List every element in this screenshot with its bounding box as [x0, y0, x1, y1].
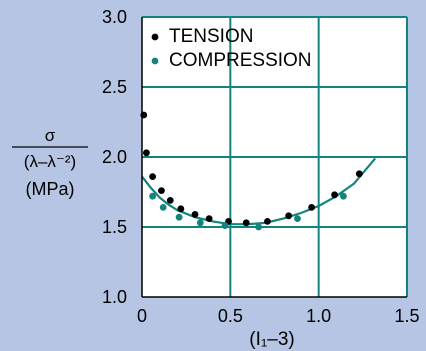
- x-tick-label: 1.5: [394, 306, 419, 326]
- x-axis-label: (I₁–3): [249, 329, 294, 350]
- y-tick-label: 2.0: [102, 147, 127, 167]
- data-point-compression: [196, 219, 204, 227]
- data-point-tension: [355, 170, 363, 178]
- y-label-unit: (MPa): [26, 179, 75, 199]
- data-point-compression: [294, 215, 301, 223]
- data-points-layer: [140, 111, 363, 231]
- x-tick-label: 1.0: [306, 306, 331, 326]
- legend: TENSION COMPRESSION: [151, 26, 312, 71]
- legend-marker-tension: [151, 33, 159, 41]
- data-point-tension: [191, 211, 199, 218]
- legend-label-tension: TENSION: [169, 26, 253, 47]
- grid-lines: [142, 16, 408, 297]
- x-tick-label: 0: [137, 306, 147, 326]
- y-tick-labels: 1.0 1.5 2.0 2.5 3.0: [102, 7, 127, 307]
- data-point-tension: [331, 191, 338, 199]
- y-tick-label: 1.5: [102, 217, 127, 237]
- data-point-tension: [166, 197, 174, 204]
- data-point-compression: [221, 222, 229, 230]
- axes: [141, 17, 407, 298]
- data-point-compression: [255, 223, 262, 231]
- y-tick-label: 3.0: [102, 7, 127, 27]
- data-point-tension: [308, 204, 315, 211]
- y-tick-label: 2.5: [102, 77, 127, 97]
- data-point-compression: [340, 192, 347, 200]
- data-point-tension: [242, 219, 250, 227]
- y-label-numerator: σ: [45, 126, 56, 145]
- legend-label-compression: COMPRESSION: [169, 50, 312, 71]
- data-point-tension: [264, 218, 271, 225]
- data-point-tension: [285, 212, 293, 220]
- data-point-compression: [159, 204, 167, 211]
- legend-marker-compression: [151, 57, 159, 65]
- y-label-denominator: (λ–λ⁻²): [24, 152, 76, 171]
- fit-curve-layer: [141, 157, 377, 226]
- y-tick-label: 1.0: [102, 287, 127, 307]
- data-point-tension: [177, 205, 185, 213]
- data-point-compression: [175, 213, 183, 221]
- x-tick-labels: 0 0.5 1.0 1.5: [137, 306, 420, 326]
- data-point-tension: [149, 173, 157, 181]
- y-axis-label: σ (λ–λ⁻²) (MPa): [12, 126, 88, 199]
- x-tick-label: 0.5: [218, 306, 243, 326]
- data-point-tension: [205, 215, 213, 223]
- data-point-compression: [149, 192, 157, 200]
- data-point-tension: [143, 149, 150, 157]
- fit-curve: [141, 157, 377, 226]
- data-point-tension: [158, 187, 165, 195]
